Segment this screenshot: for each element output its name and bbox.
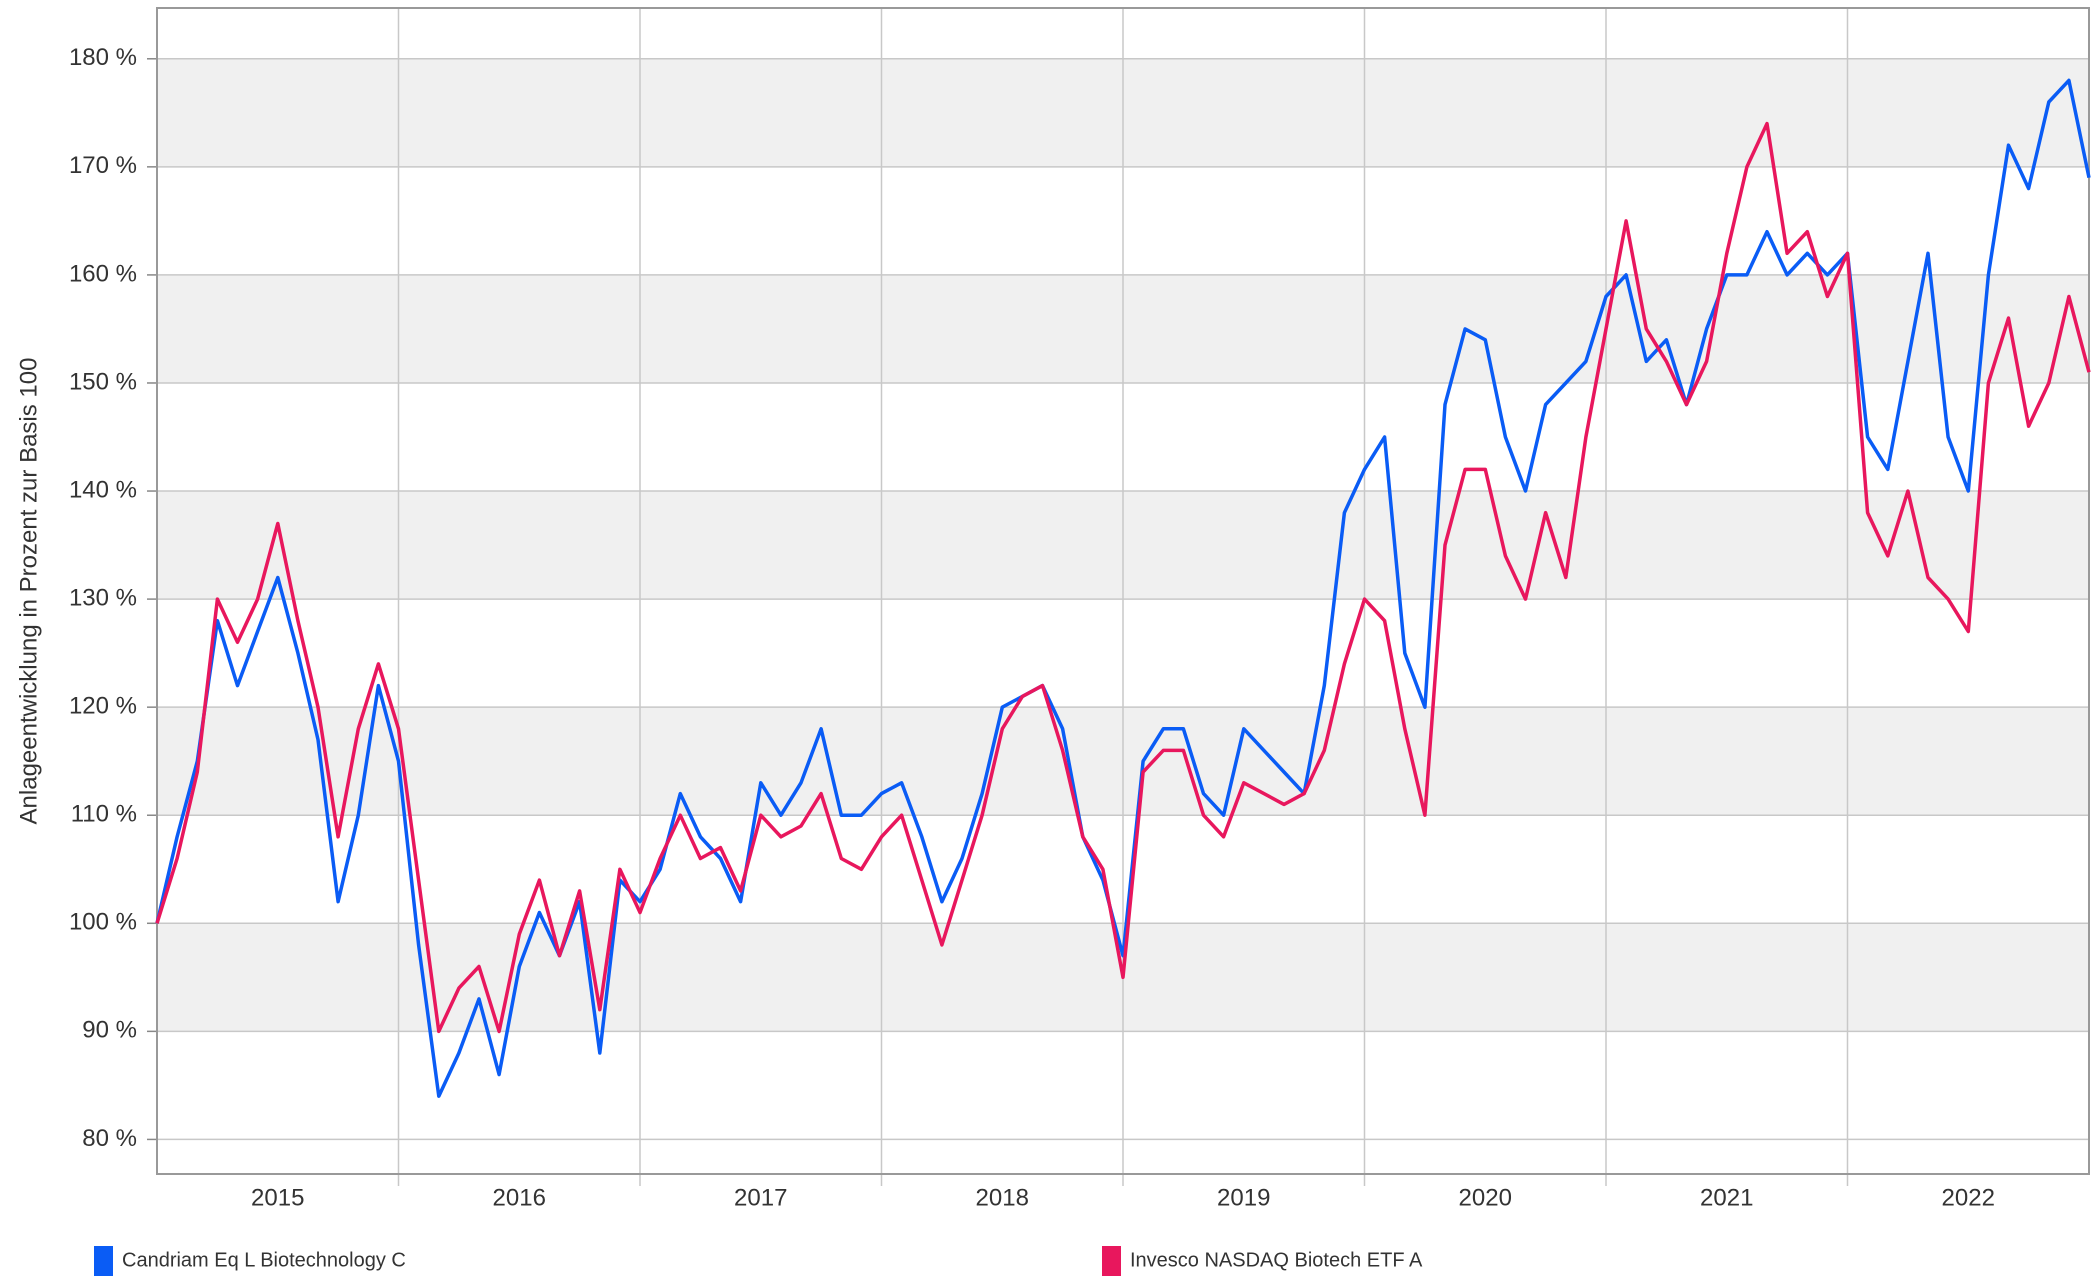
y-tick-label: 110 % xyxy=(71,801,137,828)
x-tick-label: 2022 xyxy=(1942,1184,1995,1211)
y-tick-label: 90 % xyxy=(82,1017,137,1044)
y-tick-label: 120 % xyxy=(69,693,137,720)
x-tick-label: 2020 xyxy=(1459,1184,1512,1211)
x-tick-label: 2018 xyxy=(976,1184,1029,1211)
x-tick-label: 2021 xyxy=(1700,1184,1753,1211)
legend-swatch xyxy=(94,1246,113,1276)
y-tick-label: 80 % xyxy=(82,1125,137,1152)
plot-border xyxy=(156,7,2090,1175)
y-tick-label: 170 % xyxy=(69,152,137,179)
x-tick-label: 2019 xyxy=(1217,1184,1270,1211)
x-tick-label: 2017 xyxy=(734,1184,787,1211)
y-axis-title: Anlageentwicklung in Prozent zur Basis 1… xyxy=(15,358,42,825)
y-tick-label: 150 % xyxy=(69,368,137,395)
x-tick-label: 2016 xyxy=(493,1184,546,1211)
legend-label: Invesco NASDAQ Biotech ETF A xyxy=(1130,1249,1423,1271)
series-line xyxy=(155,121,2091,1034)
x-tick-label: 2015 xyxy=(251,1184,304,1211)
y-tick-label: 140 % xyxy=(69,476,137,503)
y-tick-label: 100 % xyxy=(69,909,137,936)
y-tick-label: 130 % xyxy=(69,584,137,611)
y-tick-label: 180 % xyxy=(69,44,137,71)
legend-label: Candriam Eq L Biotechnology C xyxy=(122,1249,406,1271)
series-line xyxy=(155,78,2091,1098)
legend-swatch xyxy=(1102,1246,1121,1276)
y-tick-label: 160 % xyxy=(69,260,137,287)
